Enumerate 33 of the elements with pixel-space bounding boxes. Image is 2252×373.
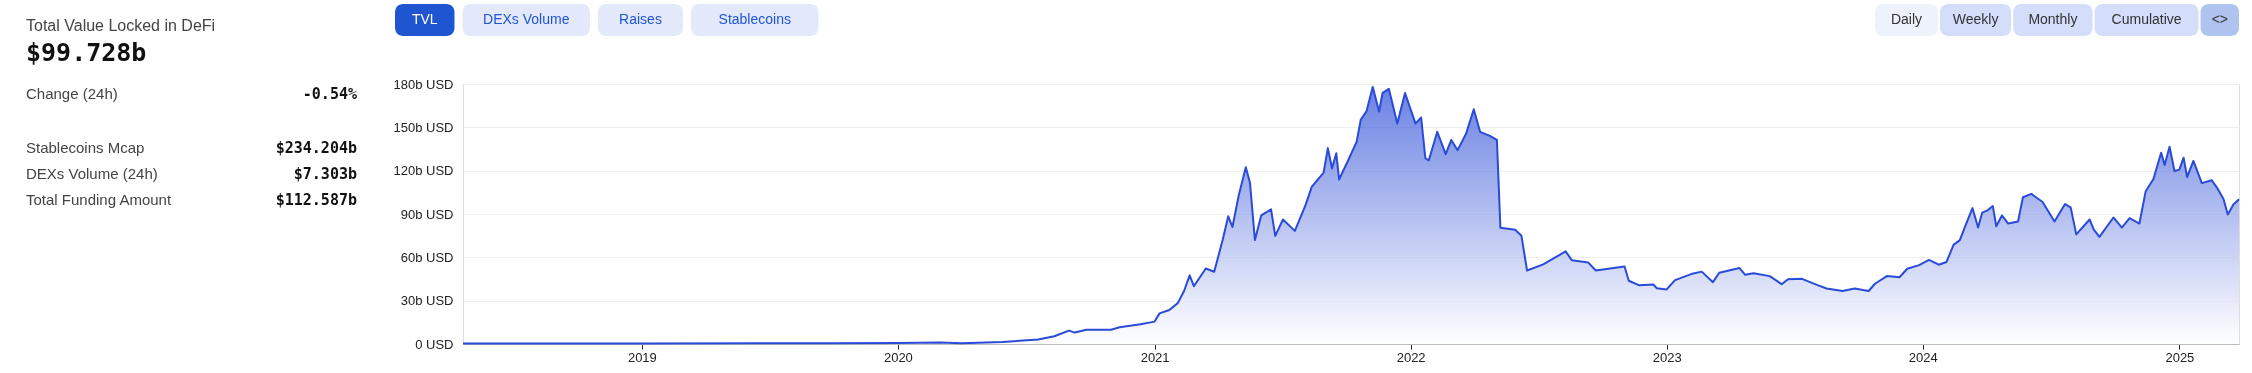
text: Total Funding Amount [26,191,172,208]
x-tick-label: 2020 [883,349,913,365]
text: Raises [619,11,662,27]
text: DEXs Volume (24h) [26,165,158,182]
text: $99.728b [26,38,147,67]
text: -0.54% [302,85,357,103]
x-tick-label: 2021 [1140,349,1170,365]
text: $7.303b [293,165,357,183]
y-tick-label: 90b USD [400,206,454,222]
text: $112.587b [275,191,357,209]
y-tick-label: 30b USD [400,293,454,309]
text: $234.204b [275,139,357,157]
text: Daily [1890,11,1923,27]
text: TVL [411,11,438,27]
text: Total Value Locked in DeFi [26,17,216,34]
x-tick-label: 2024 [1908,349,1938,365]
text: Cumulative [2111,11,2182,27]
x-tick-label: 2025 [2165,349,2195,365]
x-tick-label: 2023 [1652,349,1682,365]
text: <> [2211,11,2228,27]
x-tick-label: 2019 [627,349,657,365]
y-tick-label: 180b USD [393,76,454,92]
text: Stablecoins Mcap [26,139,145,156]
y-tick-label: 120b USD [393,163,454,179]
text: Change (24h) [26,85,118,102]
y-tick-label: 60b USD [400,249,454,265]
text: DEXs Volume [483,11,570,27]
text: Weekly [1952,11,1999,27]
text: Stablecoins [718,11,791,27]
y-tick-label: 0 USD [415,336,454,352]
text: Monthly [2028,11,2078,27]
y-tick-label: 150b USD [393,119,454,135]
x-tick-label: 2022 [1396,349,1426,365]
